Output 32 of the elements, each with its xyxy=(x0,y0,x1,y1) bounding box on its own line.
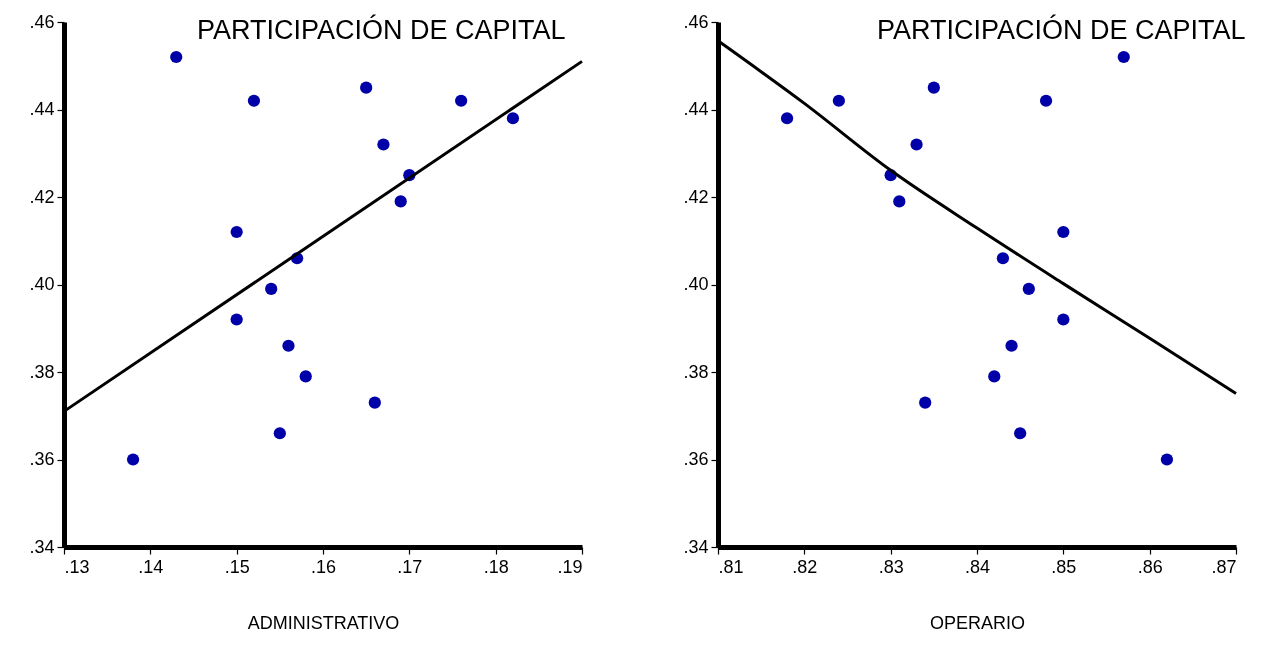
x-tick-label: .17 xyxy=(397,556,423,577)
y-tick-label: .40 xyxy=(29,274,55,294)
y-tick-label: .36 xyxy=(683,449,709,469)
y-tick-label: .34 xyxy=(29,536,55,557)
y-tick-label: .38 xyxy=(683,361,709,382)
y-tick-label: .44 xyxy=(29,99,55,119)
y-tick-label: .46 xyxy=(29,11,55,32)
x-tick-label: .16 xyxy=(310,556,337,577)
x-tick-label: .14 xyxy=(138,556,164,577)
y-tick-label: .36 xyxy=(29,449,55,469)
x-tick-label: .81 xyxy=(718,556,744,577)
chart-title: PARTICIPACIÓN DE CAPITAL xyxy=(196,14,566,45)
x-tick-label: .82 xyxy=(792,556,818,577)
x-tick-label: .13 xyxy=(64,556,90,577)
x-tick-label: .87 xyxy=(1211,556,1237,577)
y-tick-label: .34 xyxy=(683,536,709,557)
y-tick-label: .42 xyxy=(29,186,55,207)
y-tick-label: .38 xyxy=(29,361,55,382)
x-tick-label: .83 xyxy=(878,556,904,577)
y-tick-label: .46 xyxy=(683,11,709,32)
x-axis-title: OPERARIO xyxy=(929,612,1026,633)
x-tick-label: .86 xyxy=(1137,556,1163,577)
x-tick-label: .18 xyxy=(483,556,509,577)
chart-title: PARTICIPACIÓN DE CAPITAL xyxy=(876,14,1246,45)
y-tick-label: .44 xyxy=(683,99,709,119)
x-tick-label: .85 xyxy=(1051,556,1077,577)
y-tick-label: .42 xyxy=(683,186,709,207)
x-tick-label: .15 xyxy=(224,556,250,577)
x-axis-title: ADMINISTRATIVO xyxy=(247,612,400,633)
x-tick-label: .84 xyxy=(964,556,991,577)
x-tick-label: .19 xyxy=(557,556,583,577)
y-tick-label: .40 xyxy=(683,274,709,294)
